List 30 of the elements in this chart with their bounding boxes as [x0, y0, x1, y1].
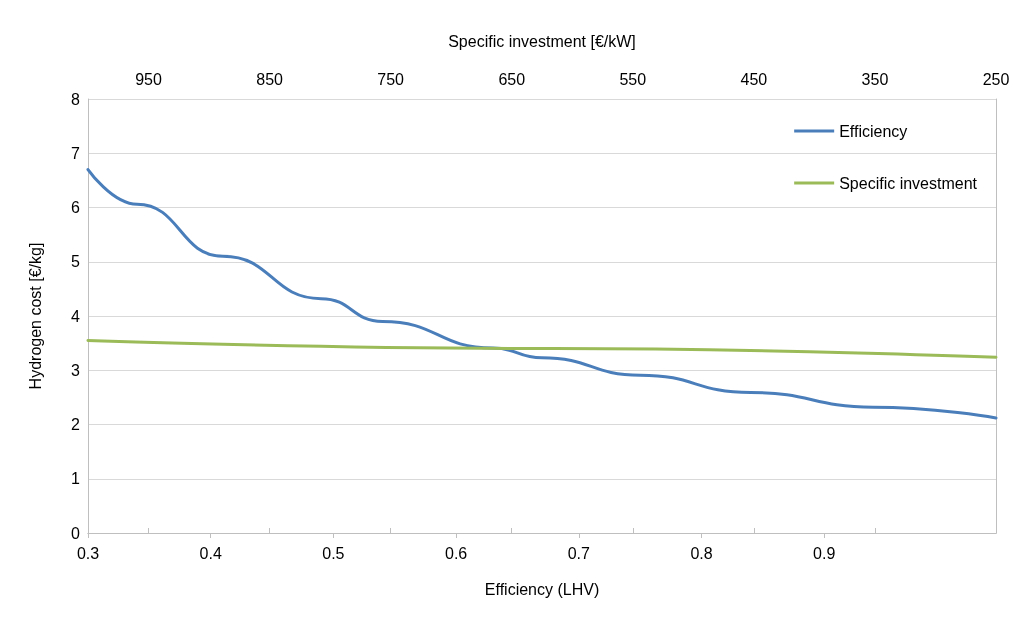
x2-tick-label: 450 [740, 70, 768, 88]
x2-tick-label: 250 [982, 70, 1010, 88]
x2-tick-label: 650 [498, 70, 526, 88]
line-series [86, 168, 998, 420]
x-tick-label: 0.3 [76, 544, 100, 562]
y-tick-label: 8 [71, 90, 81, 108]
x2-axis-title: Specific investment [€/kW] [448, 32, 636, 50]
x-tick-label: 0.9 [813, 544, 836, 562]
x-tick-label: 0.6 [444, 544, 468, 562]
y-tick-label: 6 [71, 199, 81, 216]
y-tick-label: 0 [71, 524, 81, 542]
x-tick-label: 0.5 [322, 544, 345, 562]
y-tick-label: 3 [71, 361, 81, 379]
y-tick-label: 1 [71, 470, 81, 488]
x-tick-label: 0.8 [690, 544, 713, 562]
x-tick-label: 0.7 [567, 544, 591, 562]
x2-tick-label: 550 [619, 70, 647, 88]
x2-tick-label: 750 [377, 70, 405, 88]
x-axis-title: Efficiency (LHV) [484, 580, 600, 598]
y-axis-title: Hydrogen cost [€/kg] [26, 242, 44, 390]
x2-tick-label: 850 [256, 70, 284, 88]
x2-tick-label: 350 [861, 70, 889, 88]
legend-label: Efficiency [839, 122, 908, 140]
y-tick-label: 5 [71, 253, 81, 271]
x-tick-label: 0.4 [199, 544, 222, 562]
y-tick-label: 2 [71, 416, 81, 433]
y-tick-label: 7 [71, 144, 81, 162]
legend-label: Specific investment [839, 174, 978, 192]
y-tick-label: 4 [71, 307, 81, 325]
x2-tick-label: 950 [135, 70, 162, 88]
